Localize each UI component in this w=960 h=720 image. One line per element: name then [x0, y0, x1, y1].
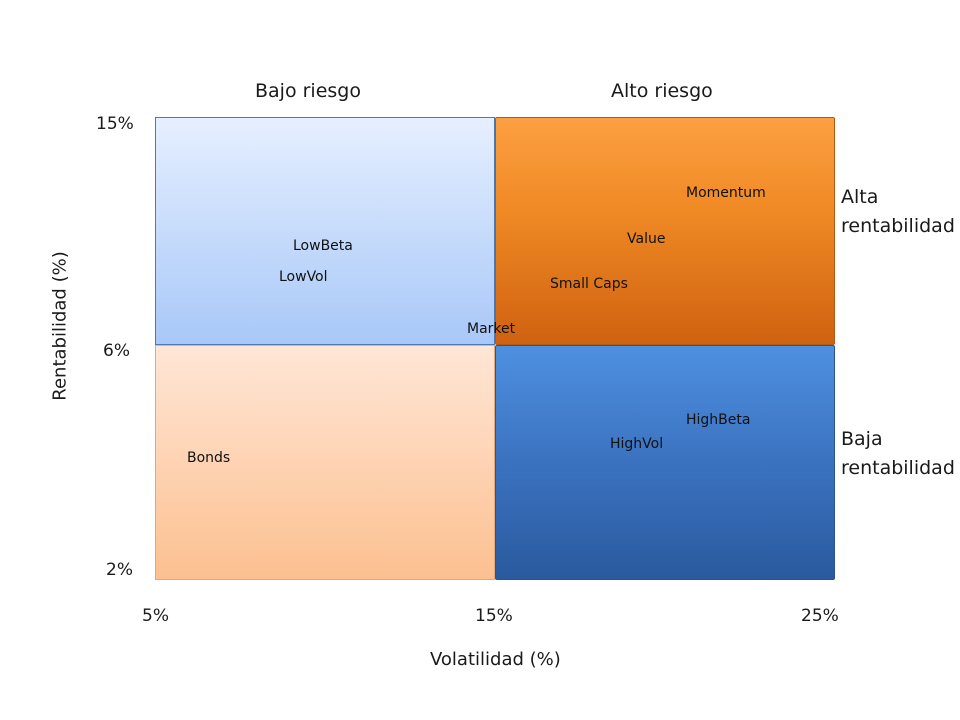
- y-axis-title: Rentabilidad (%): [49, 251, 71, 401]
- row-header-high-return-line1: Alta: [841, 186, 879, 208]
- x-tick-15: 15%: [475, 606, 513, 626]
- item-market: Market: [467, 321, 516, 337]
- y-tick-15: 15%: [96, 114, 134, 134]
- quadrant-high-risk-low-return: [495, 345, 835, 580]
- item-highbeta: HighBeta: [686, 412, 751, 428]
- item-highvol: HighVol: [610, 436, 664, 452]
- y-tick-6: 6%: [103, 341, 130, 361]
- column-header-high-risk: Alto riesgo: [611, 80, 713, 102]
- row-header-low-return: Baja rentabilidad: [841, 425, 955, 483]
- item-lowvol: LowVol: [279, 269, 328, 285]
- quadrant-low-risk-high-return: [155, 117, 495, 345]
- item-lowbeta: LowBeta: [293, 238, 353, 254]
- item-momentum: Momentum: [686, 185, 766, 201]
- row-header-high-return: Alta rentabilidad: [841, 183, 955, 241]
- item-value: Value: [627, 231, 666, 247]
- row-header-low-return-line2: rentabilidad: [841, 457, 955, 479]
- row-header-low-return-line1: Baja: [841, 428, 883, 450]
- item-bonds: Bonds: [187, 450, 231, 466]
- item-small-caps: Small Caps: [550, 276, 628, 292]
- x-tick-25: 25%: [801, 606, 839, 626]
- quadrant-low-risk-low-return: [155, 345, 495, 580]
- quadrant-high-risk-high-return: [495, 117, 835, 345]
- column-header-low-risk: Bajo riesgo: [255, 80, 361, 102]
- row-header-high-return-line2: rentabilidad: [841, 215, 955, 237]
- x-axis-title: Volatilidad (%): [430, 649, 561, 670]
- x-tick-5: 5%: [142, 606, 169, 626]
- y-tick-2: 2%: [106, 560, 133, 580]
